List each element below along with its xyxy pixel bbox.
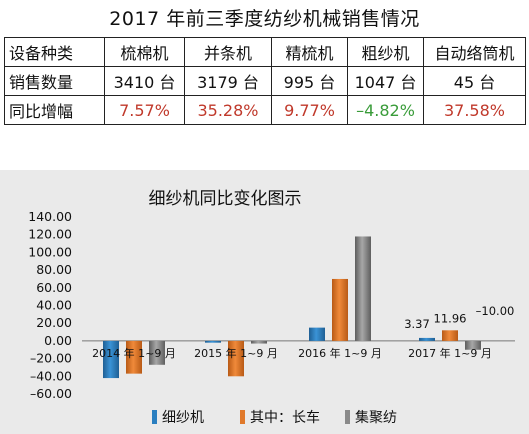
table-header-cell: 设备种类 xyxy=(4,37,105,67)
category-label: 2014 年 1~9 月 xyxy=(92,346,176,360)
y-tick-label: 60.00 xyxy=(36,280,72,295)
bar-2-1 xyxy=(251,340,267,344)
bar-0-1 xyxy=(205,340,221,343)
bar-2-3 xyxy=(465,340,481,350)
sales-cell: 45 台 xyxy=(423,66,526,96)
growth-cell: 9.77% xyxy=(271,95,348,125)
y-tick-label: 120.00 xyxy=(28,227,72,242)
table-row-growth: 同比增幅 7.57% 35.28% 9.77% –4.82% 37.58% xyxy=(4,95,526,125)
sales-cell: 3410 台 xyxy=(104,66,185,96)
data-label: 3.37 xyxy=(404,317,430,331)
row-label-growth: 同比增幅 xyxy=(4,95,105,125)
legend-label: 集聚纺 xyxy=(355,409,397,426)
legend-label: 其中：长车 xyxy=(250,409,320,426)
growth-cell: 37.58% xyxy=(423,95,526,125)
table-header-cell: 并条机 xyxy=(184,37,272,67)
y-tick-label: –20.00 xyxy=(30,351,72,366)
row-label-sales: 销售数量 xyxy=(4,66,105,96)
bar-2-2 xyxy=(355,236,371,341)
bar-1-0 xyxy=(126,340,142,374)
growth-cell: –4.82% xyxy=(347,95,424,125)
category-label: 2015 年 1~9 月 xyxy=(194,346,278,360)
bar-1-1 xyxy=(228,340,244,377)
y-tick-label: 20.00 xyxy=(36,315,72,330)
table-header-cell: 精梳机 xyxy=(271,37,348,67)
category-label: 2017 年 1~9 月 xyxy=(408,346,492,360)
y-tick-label: 100.00 xyxy=(28,244,72,259)
page-title: 2017 年前三季度纺纱机械销售情况 xyxy=(109,8,420,30)
category-label: 2016 年 1~9 月 xyxy=(298,346,382,360)
bar-0-0 xyxy=(103,340,119,379)
growth-cell: 35.28% xyxy=(184,95,272,125)
sales-cell: 1047 台 xyxy=(347,66,424,96)
y-tick-label: 40.00 xyxy=(36,298,72,313)
y-tick-label: –60.00 xyxy=(30,386,72,401)
table-header-cell: 梳棉机 xyxy=(104,37,185,67)
chart-title: 细纱机同比变化图示 xyxy=(149,189,302,209)
y-tick-label: 80.00 xyxy=(36,262,72,277)
sales-table: 设备种类 梳棉机 并条机 精梳机 粗纱机 自动络筒机 销售数量 3410 台 3… xyxy=(4,37,526,125)
legend-swatch xyxy=(240,410,245,424)
sales-cell: 995 台 xyxy=(271,66,348,96)
legend-swatch xyxy=(345,410,350,424)
legend-label: 细纱机 xyxy=(162,410,204,426)
data-label: –10.00 xyxy=(476,304,515,318)
chart-panel xyxy=(0,170,529,434)
growth-cell: 7.57% xyxy=(104,95,185,125)
legend-swatch xyxy=(152,410,157,424)
y-tick-label: –40.00 xyxy=(30,368,72,383)
data-label: 11.96 xyxy=(434,311,467,325)
bar-0-2 xyxy=(309,327,325,341)
y-tick-label: 140.00 xyxy=(28,209,72,224)
bar-1-2 xyxy=(332,278,348,341)
table-header-row: 设备种类 梳棉机 并条机 精梳机 粗纱机 自动络筒机 xyxy=(4,37,526,67)
y-tick-label: 0.00 xyxy=(44,333,72,348)
bar-2-0 xyxy=(149,340,165,365)
bar-0-3 xyxy=(419,337,435,341)
bar-1-3 xyxy=(442,330,458,341)
